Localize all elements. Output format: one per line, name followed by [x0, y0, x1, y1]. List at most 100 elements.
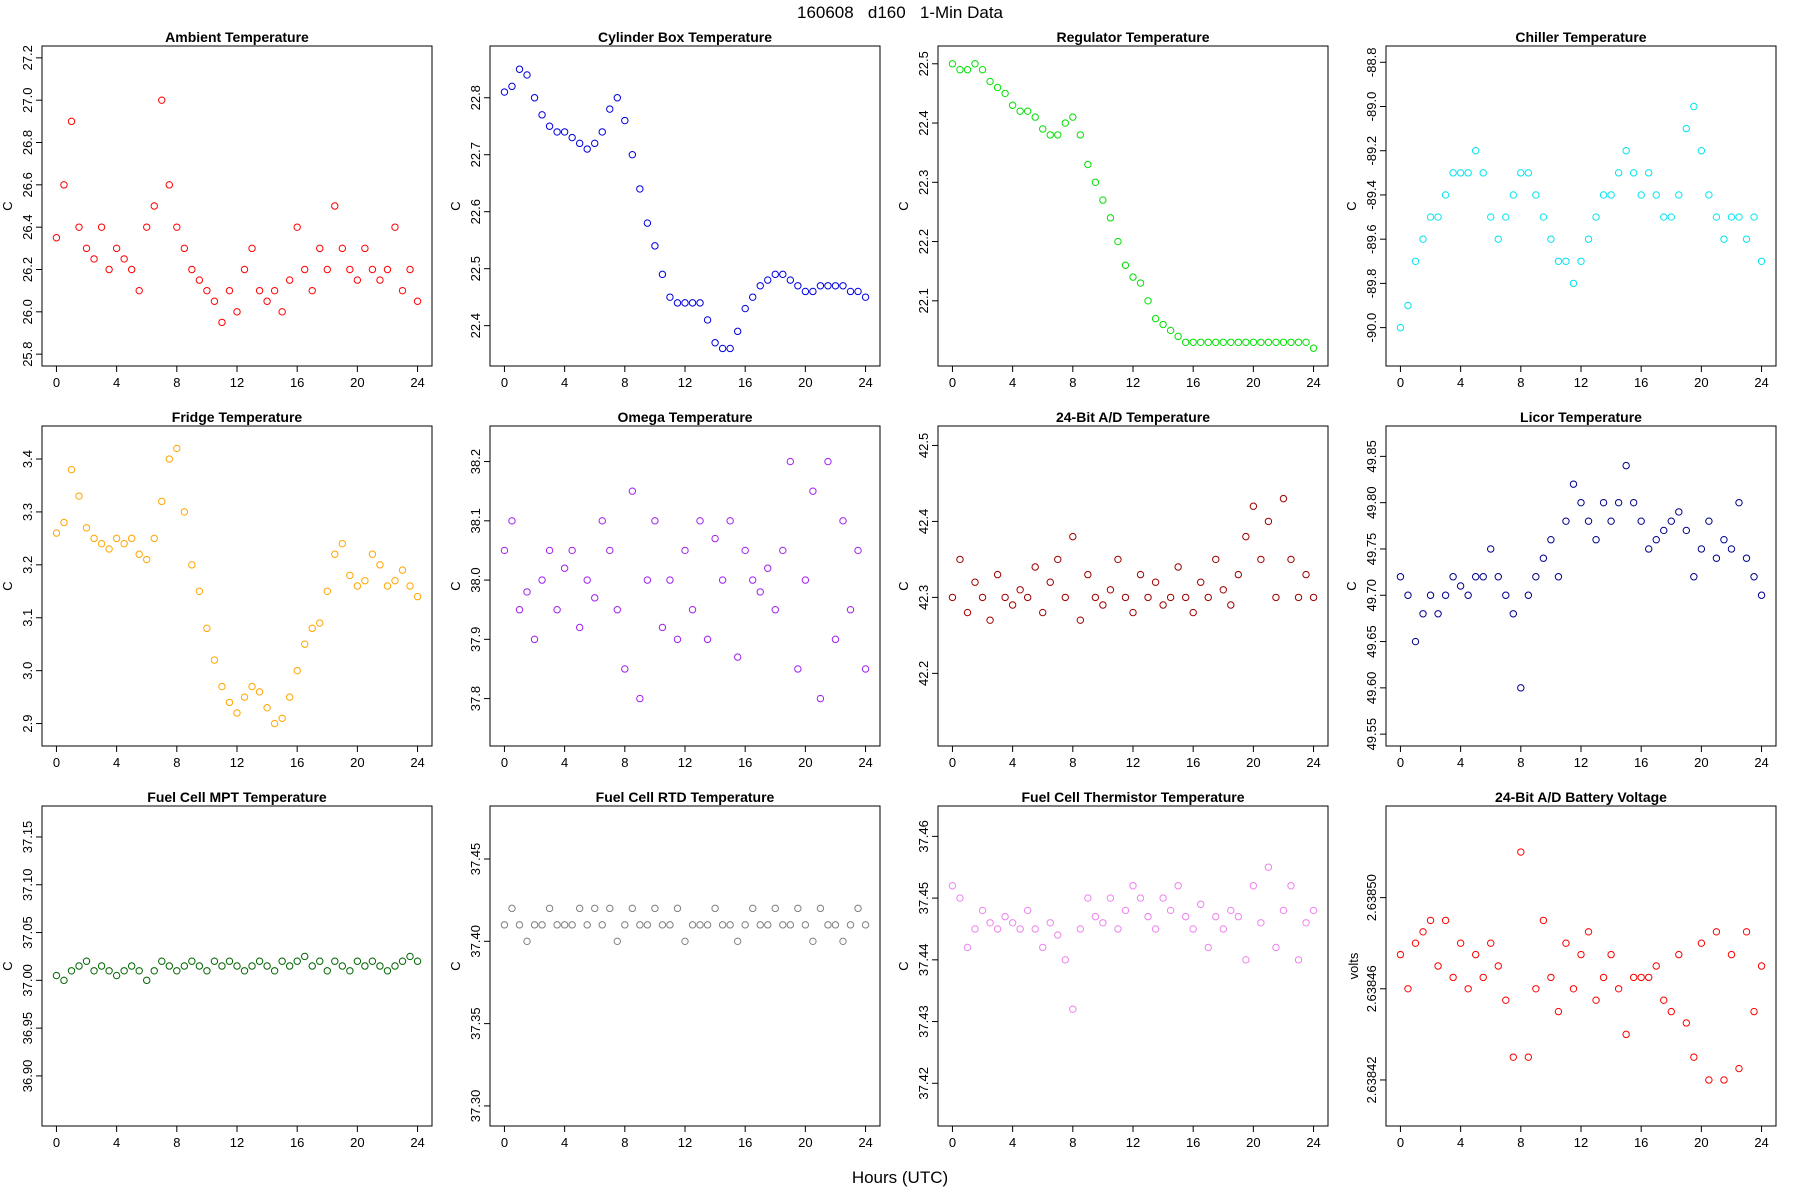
data-point: [801, 287, 810, 296]
data-point: [508, 82, 516, 91]
panel-2: Cylinder Box Temperature 0 4 8 12 16 20 24 22.4 2…: [448, 29, 881, 390]
data-point: [948, 593, 957, 602]
data-point: [1524, 169, 1533, 177]
data-point: [598, 921, 606, 929]
data-point: [1181, 338, 1190, 346]
data-point: [75, 492, 83, 500]
y-tick-label: 42.4: [916, 509, 931, 534]
data-point: [308, 962, 316, 970]
data-point: [1396, 323, 1405, 332]
data-point: [188, 561, 196, 569]
data-point: [598, 517, 606, 525]
data-point: [816, 904, 825, 913]
x-tick-label: 12: [1126, 755, 1140, 770]
data-point: [756, 282, 764, 290]
data-point: [1487, 939, 1495, 947]
data-point: [515, 606, 524, 614]
data-point: [696, 299, 704, 307]
data-point: [978, 66, 987, 74]
data-point: [1294, 338, 1303, 346]
data-point: [1144, 593, 1152, 602]
data-point: [1099, 919, 1107, 927]
data-point: [1396, 573, 1405, 581]
y-axis-label: volts: [1346, 952, 1361, 979]
data-point: [413, 592, 422, 601]
data-point: [60, 181, 68, 189]
x-tick-label: 8: [1517, 375, 1524, 390]
data-point: [1629, 169, 1638, 177]
data-point: [1023, 593, 1032, 602]
data-point: [658, 921, 667, 929]
data-point: [1532, 985, 1540, 993]
data-point: [1712, 554, 1721, 562]
data-point: [816, 694, 825, 703]
data-point: [353, 957, 362, 965]
plot-frame: [41, 425, 433, 747]
data-point: [1735, 1064, 1743, 1073]
data-point: [1441, 191, 1450, 199]
data-point: [530, 635, 539, 644]
data-point: [1449, 973, 1457, 982]
panel-title: Omega Temperature: [617, 409, 752, 425]
data-point: [1675, 950, 1683, 959]
x-tick-label: 4: [1009, 755, 1016, 770]
data-point: [794, 904, 802, 913]
data-point: [240, 693, 249, 701]
data-point: [673, 635, 682, 644]
data-point: [545, 904, 554, 913]
data-point: [553, 128, 561, 136]
data-point: [143, 555, 151, 564]
data-point: [1479, 573, 1487, 581]
data-point: [1039, 125, 1047, 133]
data-point: [90, 534, 98, 543]
x-tick-label: 16: [1634, 375, 1648, 390]
data-point: [1562, 517, 1570, 525]
data-point: [1419, 610, 1427, 618]
data-point: [173, 967, 181, 975]
x-tick-label: 8: [173, 1135, 180, 1150]
data-point: [105, 265, 113, 274]
y-tick-label: 3.1: [20, 609, 35, 627]
data-point: [203, 286, 211, 295]
data-point: [60, 518, 68, 527]
data-point: [831, 282, 840, 290]
data-point: [331, 957, 339, 965]
data-point: [218, 682, 226, 691]
data-point: [688, 606, 697, 614]
data-point: [1272, 593, 1280, 602]
plot-frame: [41, 805, 433, 1127]
data-point: [794, 665, 802, 673]
x-tick-label: 4: [1457, 1135, 1464, 1150]
y-tick-label: 38.2: [468, 449, 483, 474]
data-point: [553, 606, 561, 614]
x-tick-label: 12: [230, 375, 244, 390]
data-point: [1637, 517, 1645, 525]
y-tick-label: 3.4: [20, 450, 35, 468]
data-point: [1204, 338, 1212, 346]
data-point: [1023, 906, 1032, 915]
data-point: [1667, 213, 1675, 221]
data-point: [1502, 213, 1510, 221]
data-point: [1599, 498, 1608, 507]
y-tick-label: 27.2: [20, 45, 35, 70]
data-point: [824, 282, 832, 290]
x-tick-label: 8: [621, 1135, 628, 1150]
y-tick-label: 22.5: [468, 256, 483, 281]
data-point: [1757, 257, 1766, 265]
data-point: [165, 962, 173, 970]
panel-title: Fuel Cell Thermistor Temperature: [1021, 789, 1244, 805]
data-point: [809, 487, 817, 495]
data-point: [1204, 943, 1212, 952]
data-point: [673, 299, 682, 307]
data-point: [1114, 925, 1122, 933]
data-point: [1652, 536, 1660, 544]
data-point: [764, 564, 772, 572]
data-point: [515, 65, 524, 73]
data-point: [606, 904, 614, 913]
panel-12: 24-Bit A/D Battery Voltage 0 4 8 12 16 20 24 2.6…: [1346, 789, 1777, 1150]
data-point: [1441, 591, 1450, 599]
data-point: [1577, 257, 1585, 265]
data-point: [568, 921, 576, 929]
x-tick-label: 0: [501, 1135, 508, 1150]
data-point: [583, 576, 591, 584]
